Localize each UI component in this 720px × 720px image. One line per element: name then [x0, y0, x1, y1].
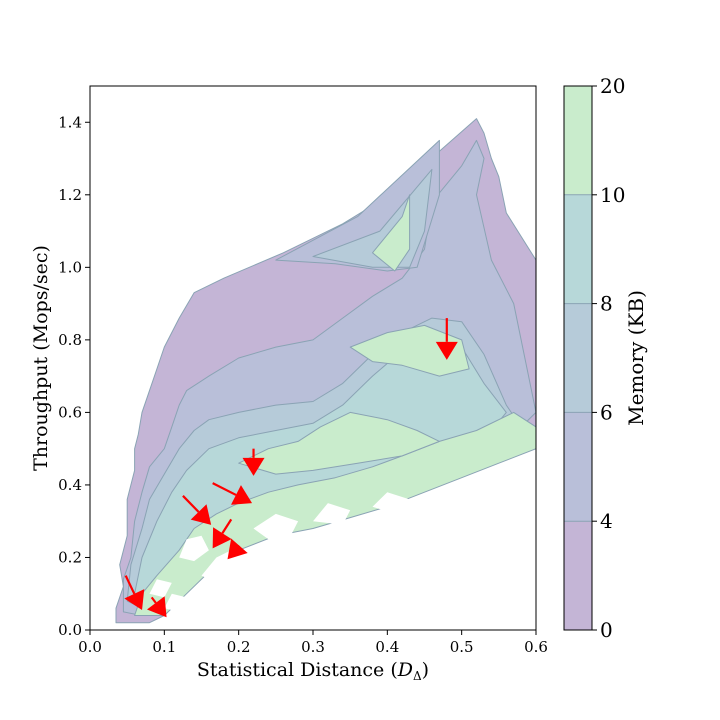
- colorbar-tick-label: 8: [600, 292, 613, 316]
- y-tick-label: 1.4: [58, 113, 82, 131]
- colorbar-segment-3: [564, 194, 592, 304]
- empty-region-10: [402, 513, 440, 529]
- x-axis: 0.0 0.1 0.2 0.3 0.4 0.5 0.6: [78, 630, 548, 656]
- y-tick-label: 1.2: [58, 186, 82, 204]
- trend-arrow-4: [227, 538, 248, 560]
- trend-arrow-1: [146, 596, 167, 618]
- y-axis: 0.0 0.2 0.4 0.6 0.8 1.0 1.2 1.4: [58, 113, 90, 639]
- trend-arrow-5: [212, 482, 253, 505]
- x-tick-label: 0.1: [152, 638, 176, 656]
- colorbar-segment-4: [564, 86, 592, 195]
- colorbar-tick-label: 4: [600, 509, 613, 533]
- empty-region-8: [335, 532, 365, 551]
- empty-region-0: [201, 550, 254, 587]
- x-tick-label: 0.4: [375, 638, 399, 656]
- y-tick-label: 0.8: [58, 331, 82, 349]
- x-tick-label: 0.2: [227, 638, 251, 656]
- x-axis-title: Statistical Distance (DΔ): [197, 659, 429, 683]
- colorbar-segment-1: [564, 412, 592, 522]
- y-tick-label: 0.2: [58, 548, 82, 566]
- empty-region-4: [372, 492, 410, 514]
- y-axis-title: Throughput (Mops/sec): [30, 245, 52, 471]
- empty-region-6: [149, 579, 172, 598]
- colorbar-segment-2: [564, 303, 592, 413]
- colorbar-tick-label: 10: [600, 183, 625, 207]
- empty-region-1: [179, 535, 209, 562]
- empty-region-5: [164, 593, 187, 612]
- colorbar-frame: [563, 85, 593, 631]
- plot-area: [115, 118, 536, 624]
- empty-region-2: [253, 513, 299, 540]
- empty-region-9: [238, 579, 269, 598]
- y-tick-label: 1.0: [58, 258, 82, 276]
- empty-region-7: [283, 543, 313, 565]
- x-tick-label: 0.6: [524, 638, 548, 656]
- y-tick-label: 0.4: [58, 476, 82, 494]
- memory-band-10-20-right: [349, 324, 470, 377]
- empty-region-3: [313, 503, 351, 525]
- memory-band-10-20-mid: [238, 411, 440, 475]
- memory-band-10-20-upper: [372, 194, 411, 272]
- trend-arrow-0: [124, 575, 145, 611]
- colorbar-tick-label: 20: [600, 74, 625, 98]
- x-tick-label: 0.3: [301, 638, 325, 656]
- colorbar-segment-0: [564, 521, 592, 630]
- trend-arrow-6: [242, 448, 265, 476]
- x-tick-label: 0.0: [78, 638, 102, 656]
- trend-arrow-7: [435, 318, 458, 360]
- colorbar-title: Memory (KB): [624, 290, 648, 426]
- trend-arrow-2: [182, 495, 212, 525]
- colorbar: 0 4 6 8 10 20: [563, 74, 625, 642]
- y-tick-label: 0.6: [58, 403, 82, 421]
- colorbar-tick-label: 6: [600, 400, 613, 424]
- colorbar-tick-label: 0: [600, 618, 613, 642]
- x-tick-label: 0.5: [450, 638, 474, 656]
- y-tick-label: 0.0: [58, 621, 82, 639]
- trend-arrow-3: [212, 518, 233, 549]
